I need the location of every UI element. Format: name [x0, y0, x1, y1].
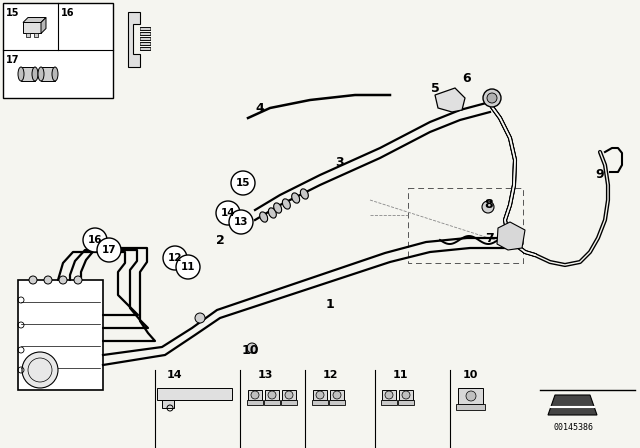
Bar — [157, 388, 232, 400]
Ellipse shape — [282, 199, 291, 209]
Circle shape — [176, 255, 200, 279]
Bar — [265, 390, 279, 400]
Text: 7: 7 — [486, 232, 494, 245]
Bar — [140, 47, 150, 50]
Text: 17: 17 — [102, 245, 116, 255]
Bar — [281, 400, 297, 405]
Text: 14: 14 — [167, 370, 183, 380]
Bar — [140, 42, 150, 45]
Bar — [3, 3, 113, 98]
Ellipse shape — [32, 67, 38, 81]
Text: 11: 11 — [392, 370, 408, 380]
Bar — [140, 37, 150, 40]
Polygon shape — [41, 17, 46, 34]
Circle shape — [229, 210, 253, 234]
Ellipse shape — [52, 67, 58, 81]
Bar — [330, 390, 344, 400]
Bar — [26, 34, 30, 38]
Circle shape — [29, 276, 37, 284]
Text: 11: 11 — [180, 262, 195, 272]
Bar — [329, 400, 345, 405]
Polygon shape — [23, 17, 46, 22]
Circle shape — [316, 391, 324, 399]
Bar — [140, 32, 150, 35]
Polygon shape — [548, 395, 597, 415]
Bar — [399, 390, 413, 400]
Text: 8: 8 — [484, 198, 493, 211]
Circle shape — [483, 89, 501, 107]
Circle shape — [385, 391, 393, 399]
Bar — [23, 22, 41, 34]
Bar — [264, 400, 280, 405]
Bar — [408, 188, 523, 263]
Circle shape — [268, 391, 276, 399]
Bar — [456, 404, 485, 410]
Text: 13: 13 — [234, 217, 248, 227]
Text: 10: 10 — [241, 344, 259, 357]
Text: 00145386: 00145386 — [553, 423, 593, 432]
Text: 6: 6 — [463, 72, 471, 85]
Text: 16: 16 — [88, 235, 102, 245]
Bar — [458, 388, 483, 404]
Bar — [140, 27, 150, 30]
Circle shape — [333, 391, 341, 399]
Bar — [41, 67, 55, 81]
Bar — [381, 400, 397, 405]
Circle shape — [487, 93, 497, 103]
Text: 3: 3 — [336, 155, 344, 168]
Circle shape — [44, 276, 52, 284]
Circle shape — [83, 228, 107, 252]
Text: 9: 9 — [596, 168, 604, 181]
Text: 15: 15 — [236, 178, 250, 188]
Circle shape — [231, 171, 255, 195]
Text: 15: 15 — [6, 8, 19, 18]
Text: 1: 1 — [326, 298, 334, 311]
Ellipse shape — [292, 193, 300, 203]
Text: 12: 12 — [323, 370, 338, 380]
Bar — [18, 280, 103, 390]
Text: 17: 17 — [6, 55, 19, 65]
Bar — [312, 400, 328, 405]
Text: 4: 4 — [255, 102, 264, 115]
Bar — [398, 400, 414, 405]
Polygon shape — [128, 12, 140, 67]
Circle shape — [285, 391, 293, 399]
Polygon shape — [435, 88, 465, 112]
Polygon shape — [497, 222, 525, 250]
Circle shape — [22, 352, 58, 388]
Ellipse shape — [38, 67, 44, 81]
Bar — [313, 390, 327, 400]
Bar — [248, 390, 262, 400]
Circle shape — [97, 238, 121, 262]
Text: 12: 12 — [168, 253, 182, 263]
Text: 5: 5 — [431, 82, 440, 95]
Bar — [282, 390, 296, 400]
Ellipse shape — [268, 208, 276, 218]
Ellipse shape — [274, 203, 282, 213]
Circle shape — [59, 276, 67, 284]
Text: 14: 14 — [221, 208, 236, 218]
Text: 13: 13 — [257, 370, 273, 380]
Ellipse shape — [18, 67, 24, 81]
Circle shape — [74, 276, 82, 284]
Circle shape — [251, 391, 259, 399]
Text: 10: 10 — [462, 370, 477, 380]
Circle shape — [482, 201, 494, 213]
Bar — [34, 34, 38, 38]
Text: 16: 16 — [61, 8, 74, 18]
Text: 2: 2 — [216, 233, 225, 246]
Ellipse shape — [260, 212, 268, 222]
Circle shape — [402, 391, 410, 399]
Circle shape — [216, 201, 240, 225]
Circle shape — [247, 343, 257, 353]
Circle shape — [466, 391, 476, 401]
Circle shape — [195, 313, 205, 323]
Bar — [247, 400, 263, 405]
Bar — [382, 390, 396, 400]
Bar — [21, 67, 35, 81]
Ellipse shape — [300, 189, 308, 199]
Bar — [162, 400, 174, 408]
Circle shape — [163, 246, 187, 270]
